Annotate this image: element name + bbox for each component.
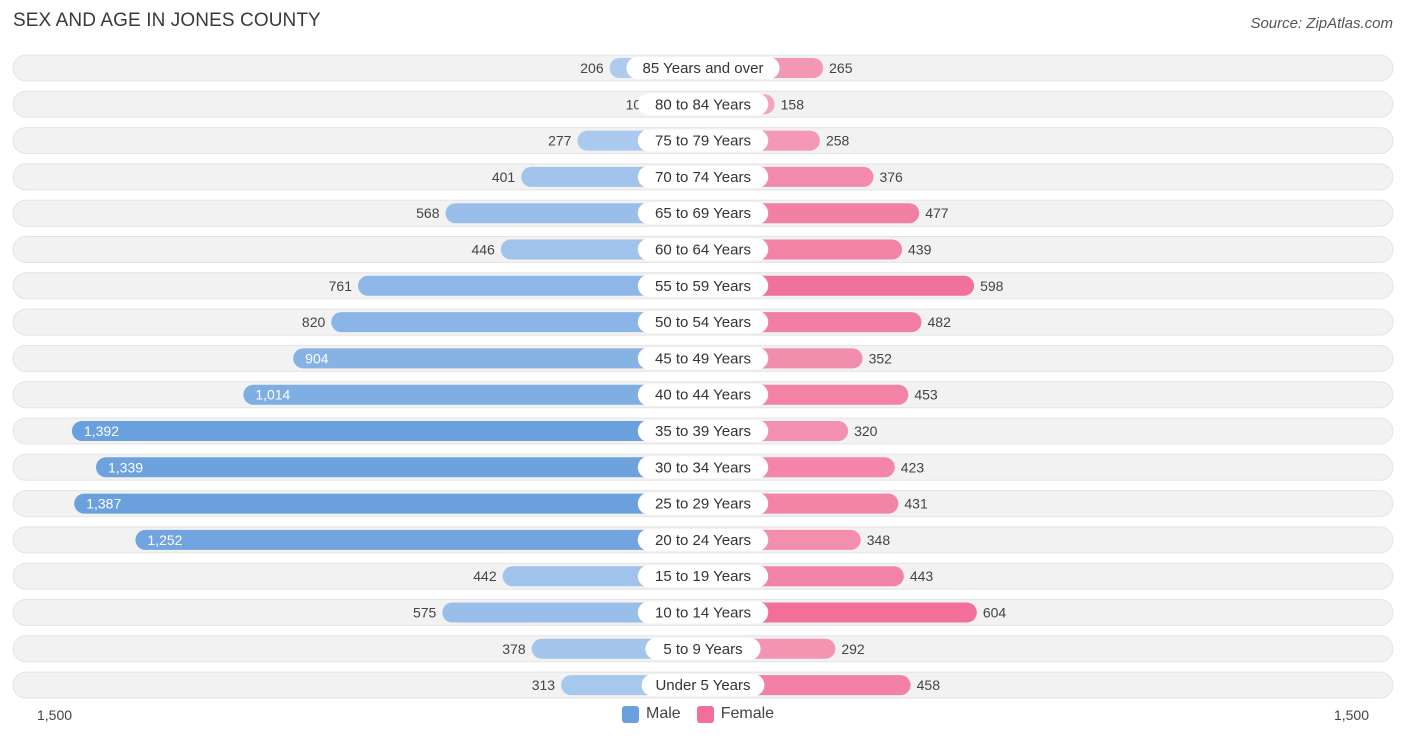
category-label: 75 to 79 Years bbox=[655, 133, 751, 150]
category-label-pill bbox=[637, 420, 769, 442]
category-label-pill bbox=[626, 57, 780, 79]
category-label: 20 to 24 Years bbox=[655, 532, 751, 549]
data-label-female: 482 bbox=[928, 314, 952, 330]
category-label: 85 Years and over bbox=[643, 60, 764, 77]
data-label-male: 568 bbox=[416, 205, 440, 221]
data-label-male: 446 bbox=[471, 242, 495, 258]
category-label: 50 to 54 Years bbox=[655, 314, 751, 331]
legend-label-male: Male bbox=[646, 705, 681, 722]
data-label-female: 423 bbox=[901, 459, 925, 475]
category-label-pill bbox=[637, 528, 769, 551]
bar-male bbox=[358, 275, 703, 296]
category-label: 60 to 64 Years bbox=[655, 242, 751, 259]
bar-male bbox=[293, 348, 703, 369]
bar-female bbox=[703, 602, 977, 623]
bar-male bbox=[442, 602, 703, 623]
bar-male bbox=[95, 457, 703, 478]
category-label: Under 5 Years bbox=[655, 677, 750, 694]
data-label-female: 320 bbox=[854, 423, 878, 439]
bar-female bbox=[703, 275, 975, 296]
data-label-female: 258 bbox=[826, 133, 850, 149]
category-label: 65 to 69 Years bbox=[655, 205, 751, 222]
data-label-male: 401 bbox=[492, 169, 516, 185]
category-label-pill bbox=[637, 129, 769, 152]
data-label-female: 598 bbox=[980, 278, 1004, 294]
bar-male bbox=[243, 384, 703, 405]
bar-male bbox=[74, 493, 703, 514]
axis-right-label: 1,500 bbox=[1333, 707, 1369, 723]
legend-label-female: Female bbox=[720, 705, 775, 722]
category-label: 10 to 14 Years bbox=[655, 605, 751, 622]
data-label-female: 348 bbox=[867, 532, 891, 548]
category-label-pill bbox=[641, 674, 765, 697]
data-label-male: 761 bbox=[329, 278, 353, 294]
legend-swatch-male bbox=[622, 705, 639, 723]
data-label-male: 575 bbox=[413, 605, 437, 621]
data-label-female: 431 bbox=[904, 496, 928, 512]
bar-male bbox=[135, 529, 704, 550]
category-label: 70 to 74 Years bbox=[655, 169, 751, 186]
data-label-male: 1,252 bbox=[147, 532, 182, 548]
category-label-pill bbox=[645, 637, 761, 660]
data-label-female: 158 bbox=[781, 96, 805, 112]
chart-title: SEX AND AGE IN JONES COUNTY bbox=[13, 10, 321, 31]
category-label-pill bbox=[637, 311, 769, 334]
category-label: 5 to 9 Years bbox=[663, 641, 742, 658]
data-label-female: 352 bbox=[869, 350, 893, 366]
category-label: 55 to 59 Years bbox=[655, 278, 751, 295]
data-label-female: 439 bbox=[908, 242, 932, 258]
category-label-pill bbox=[637, 383, 769, 406]
bar-male bbox=[331, 312, 703, 333]
data-label-female: 443 bbox=[910, 568, 934, 584]
data-label-male: 313 bbox=[532, 677, 556, 693]
category-label: 25 to 29 Years bbox=[655, 496, 751, 513]
data-label-male: 1,387 bbox=[86, 496, 121, 512]
category-label: 35 to 39 Years bbox=[655, 423, 751, 440]
category-label-pill bbox=[637, 93, 769, 116]
category-label: 30 to 34 Years bbox=[655, 459, 751, 476]
data-label-male: 1,339 bbox=[108, 459, 143, 475]
data-label-female: 477 bbox=[925, 205, 949, 221]
category-label: 45 to 49 Years bbox=[655, 350, 751, 367]
data-label-male: 277 bbox=[548, 133, 572, 149]
data-label-male: 442 bbox=[473, 568, 497, 584]
category-label: 40 to 44 Years bbox=[655, 387, 751, 404]
category-label-pill bbox=[637, 165, 769, 188]
axis-left-label: 1,500 bbox=[37, 707, 73, 723]
data-label-male: 904 bbox=[305, 350, 329, 366]
category-label-pill bbox=[637, 565, 769, 588]
data-label-male: 206 bbox=[580, 60, 604, 76]
legend-swatch-female bbox=[696, 705, 714, 723]
category-label: 80 to 84 Years bbox=[655, 96, 751, 113]
data-label-male: 1,014 bbox=[255, 387, 290, 403]
bar-male bbox=[445, 203, 703, 224]
data-label-female: 453 bbox=[914, 387, 938, 403]
legend: Male Female bbox=[622, 705, 790, 723]
data-label-male: 820 bbox=[302, 314, 326, 330]
legend-item-male: Male bbox=[622, 705, 681, 723]
category-label-pill bbox=[637, 274, 769, 297]
category-label-pill bbox=[637, 492, 769, 515]
category-label-pill bbox=[637, 601, 769, 624]
category-label-pill bbox=[637, 347, 769, 370]
data-label-male: 378 bbox=[502, 641, 526, 657]
data-label-female: 604 bbox=[983, 605, 1007, 621]
data-label-female: 292 bbox=[841, 641, 865, 657]
data-label-male: 1,392 bbox=[84, 423, 119, 439]
category-label-pill bbox=[637, 456, 769, 479]
category-label-pill bbox=[637, 238, 769, 261]
data-label-female: 458 bbox=[917, 677, 941, 693]
bar-male bbox=[71, 421, 703, 441]
source-credit: Source: ZipAtlas.com bbox=[1250, 15, 1393, 32]
category-label: 15 to 19 Years bbox=[655, 568, 751, 585]
legend-item-female: Female bbox=[696, 705, 775, 723]
data-label-female: 265 bbox=[829, 60, 853, 76]
category-label-pill bbox=[637, 202, 769, 225]
data-label-female: 376 bbox=[879, 169, 903, 185]
